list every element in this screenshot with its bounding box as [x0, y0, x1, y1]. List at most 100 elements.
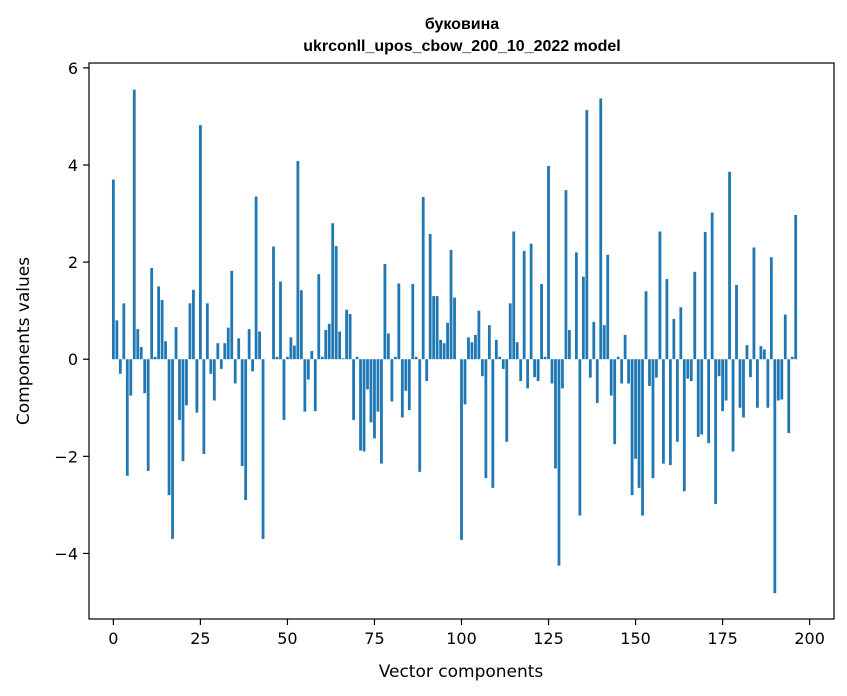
- bar: [432, 296, 436, 360]
- bar: [209, 359, 213, 374]
- bar: [648, 359, 651, 386]
- bar: [501, 359, 505, 369]
- bar: [202, 359, 206, 454]
- bar: [125, 359, 129, 476]
- bar: [776, 359, 780, 401]
- bar: [446, 322, 449, 360]
- bar: [616, 356, 620, 360]
- bar: [387, 333, 390, 360]
- bar: [199, 125, 202, 360]
- bar: [494, 339, 498, 360]
- bar: [185, 359, 188, 406]
- bar: [613, 359, 617, 445]
- bar: [679, 307, 683, 360]
- bar: [512, 231, 516, 360]
- bar: [390, 359, 394, 402]
- x-tick-label: 100: [446, 629, 477, 648]
- bar: [599, 98, 603, 360]
- bar: [731, 359, 735, 452]
- plot-frame: [88, 62, 835, 620]
- bar: [724, 359, 728, 401]
- bar: [759, 346, 763, 360]
- bar: [143, 359, 147, 394]
- bar: [237, 338, 241, 360]
- bar: [212, 359, 216, 401]
- bar: [540, 283, 543, 360]
- bar: [529, 243, 533, 360]
- bar: [470, 342, 474, 360]
- chart-title: буковина: [425, 16, 499, 33]
- bar: [783, 314, 787, 360]
- bar: [230, 270, 234, 360]
- bar: [192, 289, 195, 360]
- bar: [146, 359, 150, 471]
- x-tick-label: 50: [277, 629, 297, 648]
- bar: [662, 359, 665, 464]
- bar: [536, 359, 540, 382]
- bar: [254, 196, 258, 360]
- bar: [585, 110, 589, 360]
- bar: [115, 320, 119, 360]
- bar: [655, 359, 658, 378]
- bar: [136, 329, 140, 360]
- bar: [439, 339, 443, 360]
- bar: [383, 264, 387, 360]
- x-tick-label: 125: [533, 629, 564, 648]
- y-tick-label: 0: [68, 350, 78, 369]
- bar: [111, 179, 115, 360]
- bar: [334, 246, 338, 360]
- x-tick-label: 25: [190, 629, 210, 648]
- bar: [550, 359, 554, 384]
- bar: [418, 359, 422, 472]
- bar: [157, 286, 161, 360]
- bar: [425, 359, 429, 382]
- bar: [703, 231, 707, 360]
- bar: [338, 331, 342, 360]
- bar: [397, 283, 401, 360]
- bar: [738, 359, 742, 408]
- bar: [728, 171, 731, 360]
- bar: [515, 342, 519, 360]
- bar: [742, 359, 745, 418]
- bar: [595, 359, 599, 403]
- bar: [355, 356, 359, 360]
- x-axis-label: Vector components: [379, 662, 544, 682]
- bar: [188, 303, 192, 360]
- bar: [766, 359, 770, 408]
- bar: [216, 343, 220, 360]
- bar: [519, 359, 523, 382]
- x-tick-label: 0: [108, 629, 118, 648]
- bar: [348, 314, 352, 360]
- bar: [320, 356, 324, 360]
- bar: [251, 359, 255, 372]
- bar: [442, 343, 446, 360]
- bar: [574, 252, 578, 360]
- bar: [167, 359, 171, 496]
- bar: [672, 318, 676, 360]
- bar: [181, 359, 185, 462]
- y-axis-ticks: −4 −2 0 2 4 6: [54, 59, 89, 563]
- bar: [794, 214, 798, 360]
- bar: [717, 359, 721, 377]
- bar: [644, 291, 648, 360]
- bar: [226, 327, 230, 360]
- bar: [675, 359, 679, 442]
- bar: [435, 296, 439, 360]
- bar: [219, 359, 223, 369]
- bar: [592, 321, 596, 360]
- bar: [689, 359, 693, 382]
- bar: [481, 359, 484, 377]
- bar: [735, 284, 738, 360]
- bar: [449, 249, 453, 360]
- bar: [195, 359, 199, 413]
- bar: [773, 359, 777, 594]
- bar: [780, 359, 784, 400]
- bar: [122, 303, 126, 360]
- bar: [533, 359, 536, 378]
- bar: [498, 356, 502, 360]
- bar: [400, 359, 404, 418]
- bar: [178, 359, 181, 420]
- bar: [233, 359, 237, 384]
- y-tick-label: −2: [54, 447, 78, 466]
